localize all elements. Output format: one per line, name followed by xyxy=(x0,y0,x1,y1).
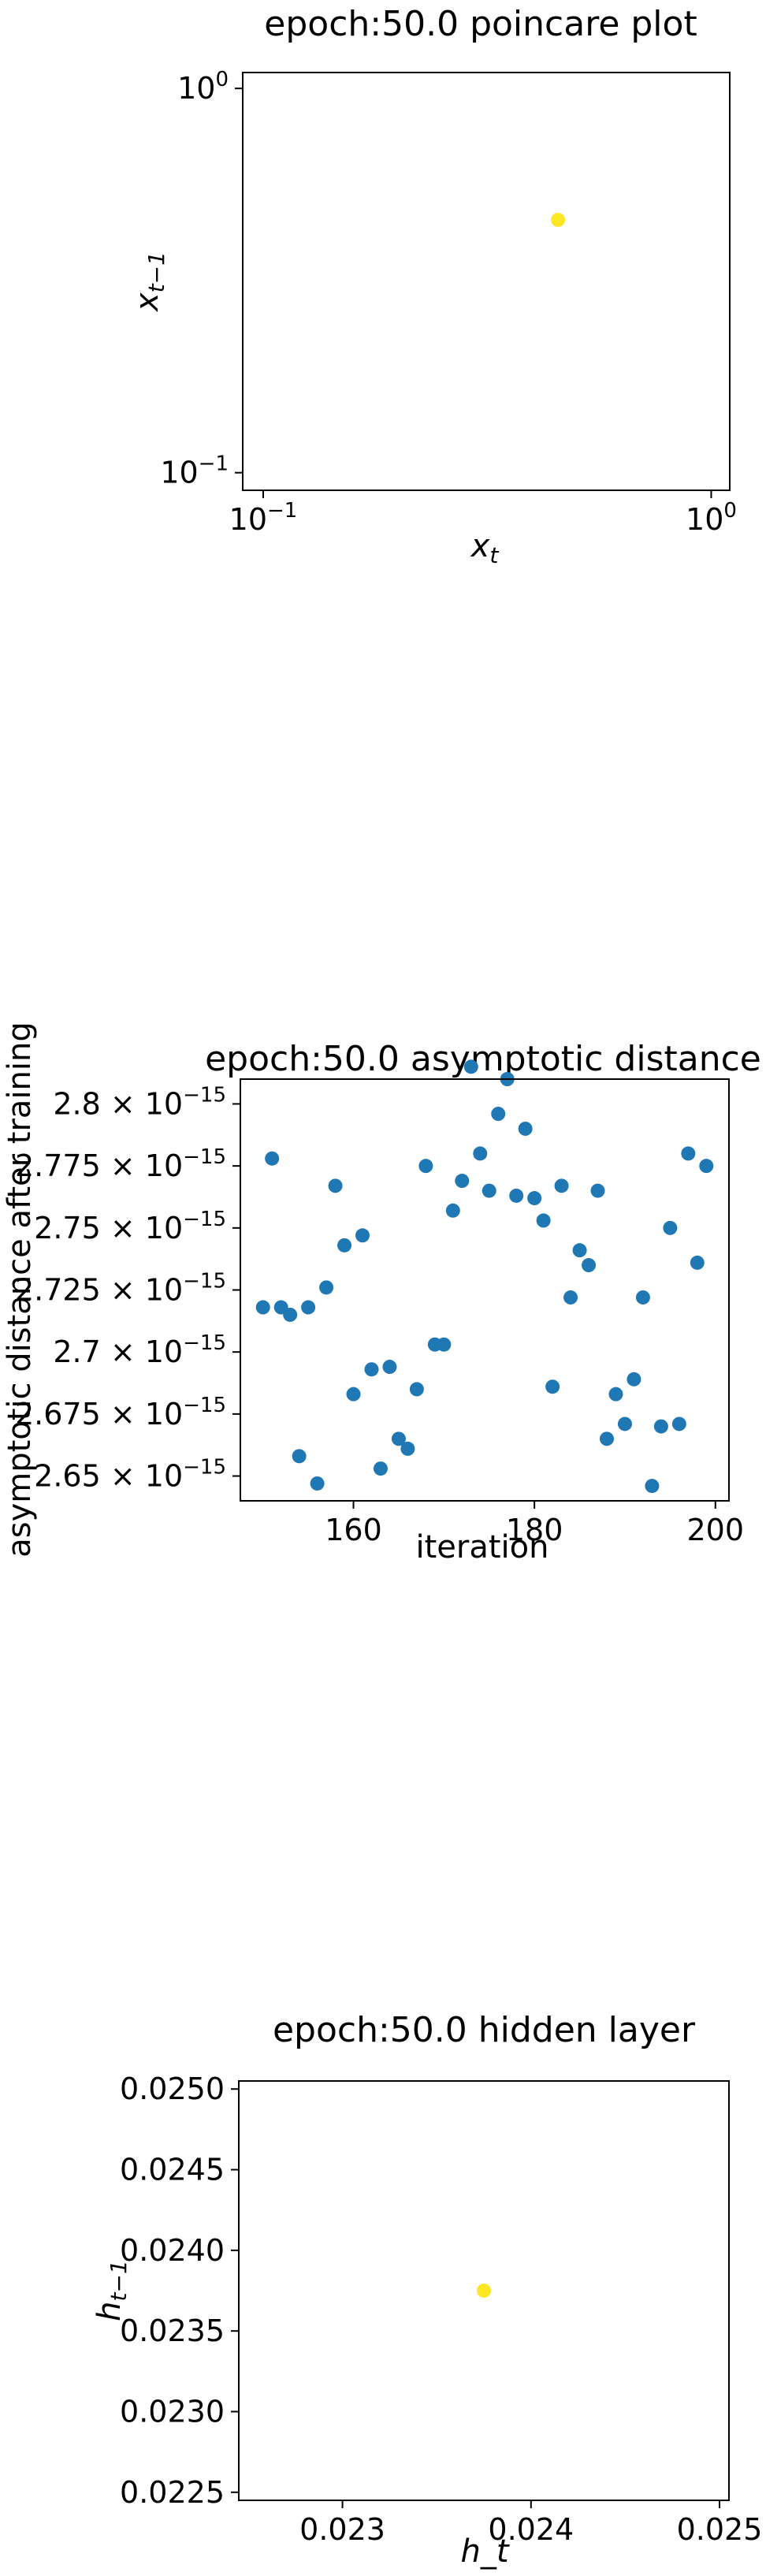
chart-title: epoch:50.0 asymptotic distance xyxy=(205,1039,761,1079)
data-point xyxy=(265,1151,280,1166)
data-point xyxy=(310,1476,325,1491)
data-point xyxy=(608,1387,623,1402)
y-tick-label: 2.8 × 10−15 xyxy=(53,1083,226,1121)
y-tick-label: 0.0230 xyxy=(120,2394,225,2429)
data-point xyxy=(681,1146,696,1161)
data-point xyxy=(445,1203,460,1218)
x-tick-label: 0.025 xyxy=(677,2512,763,2547)
y-axis-label: xt−1 xyxy=(129,251,169,313)
plot-frame xyxy=(240,1078,730,1502)
data-point xyxy=(582,1258,597,1273)
chart-poincare: epoch:50.0 poincare plot 10−1 10010−1100 … xyxy=(129,4,737,568)
data-point xyxy=(635,1290,650,1305)
x-axis-label: iteration xyxy=(416,1529,549,1565)
y-tick-label: 0.0245 xyxy=(120,2153,225,2187)
data-point xyxy=(455,1174,470,1189)
data-point xyxy=(600,1431,614,1446)
data-point xyxy=(283,1307,298,1322)
data-point xyxy=(391,1431,406,1446)
y-tick-label: 2.775 × 10−15 xyxy=(15,1145,226,1183)
data-point xyxy=(355,1228,370,1243)
y-tick-label: 2.75 × 10−15 xyxy=(34,1208,226,1245)
y-tick-label: 0.0225 xyxy=(120,2475,225,2510)
y-tick-label: 0.0240 xyxy=(120,2233,225,2268)
data-point xyxy=(473,1146,488,1161)
data-point xyxy=(337,1238,352,1253)
x-tick-label: 180 xyxy=(506,1513,563,1547)
x-axis-label: h_t xyxy=(460,2533,509,2570)
data-point xyxy=(292,1449,307,1464)
data-point xyxy=(301,1300,316,1315)
data-point xyxy=(482,1183,496,1198)
data-point xyxy=(346,1387,361,1402)
data-point xyxy=(699,1159,714,1174)
data-point xyxy=(545,1379,560,1394)
data-point xyxy=(255,1300,270,1315)
data-point xyxy=(653,1419,668,1434)
y-axis-label: ht−1 xyxy=(91,2260,132,2321)
x-tick-label: 0.023 xyxy=(299,2512,385,2547)
data-point xyxy=(551,212,566,227)
x-tick-label: 0.024 xyxy=(488,2512,574,2547)
y-tick-label: 2.725 × 10−15 xyxy=(15,1270,226,1308)
plot-frame xyxy=(238,2080,730,2501)
x-axis-label: xt xyxy=(470,528,500,568)
data-point xyxy=(671,1416,686,1431)
data-point xyxy=(382,1360,397,1375)
data-point xyxy=(663,1220,678,1235)
data-point xyxy=(319,1280,334,1295)
data-point xyxy=(563,1290,578,1305)
data-point xyxy=(645,1479,660,1494)
x-tick-label: 100 xyxy=(686,499,737,537)
chart-title: epoch:50.0 hidden layer xyxy=(273,2010,696,2050)
data-point xyxy=(437,1337,452,1352)
y-tick-label: 10−1 xyxy=(160,452,229,490)
data-point xyxy=(527,1191,542,1206)
plot-frame xyxy=(242,72,731,491)
data-point xyxy=(409,1382,424,1397)
y-axis-label: asymptotic distance after training xyxy=(2,1022,38,1558)
y-tick-label: 100 xyxy=(177,68,229,106)
data-point xyxy=(400,1441,415,1456)
data-point xyxy=(364,1362,379,1377)
data-point xyxy=(590,1183,605,1198)
data-point xyxy=(509,1188,524,1203)
data-point xyxy=(518,1121,533,1136)
x-tick-label: 200 xyxy=(687,1513,745,1547)
data-point xyxy=(477,2284,491,2298)
data-point xyxy=(572,1243,587,1258)
chart-hidden-layer: epoch:50.0 hidden layer 0.023 0.024 0.0250… xyxy=(91,2010,762,2570)
data-point xyxy=(418,1159,433,1174)
data-point xyxy=(463,1059,478,1074)
chart-asymptotic-distance: epoch:50.0 asymptotic distance 160 180 200… xyxy=(2,1022,761,1565)
data-point xyxy=(554,1178,569,1193)
data-point xyxy=(617,1416,632,1431)
y-tick-label: 2.675 × 10−15 xyxy=(15,1394,226,1431)
y-tick-label: 0.0250 xyxy=(120,2072,225,2106)
x-tick-label: 160 xyxy=(325,1513,382,1547)
y-tick-label: 2.65 × 10−15 xyxy=(34,1456,226,1494)
data-point xyxy=(373,1461,388,1476)
y-tick-label: 2.7 × 10−15 xyxy=(53,1331,226,1369)
data-point xyxy=(536,1213,551,1228)
x-tick-label: 10−1 xyxy=(229,499,298,537)
data-point xyxy=(627,1372,641,1387)
y-tick-label: 0.0235 xyxy=(120,2314,225,2348)
data-point xyxy=(328,1178,343,1193)
chart-title: epoch:50.0 poincare plot xyxy=(264,4,697,44)
data-point xyxy=(690,1255,705,1270)
data-point xyxy=(491,1107,506,1122)
